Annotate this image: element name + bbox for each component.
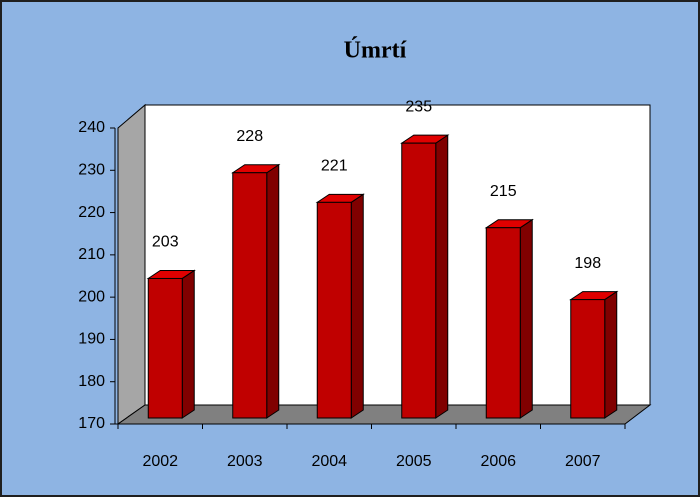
bar [400,134,450,419]
data-label: 235 [405,98,432,115]
bar-front [401,142,437,419]
side-wall [117,103,146,425]
bar-side [266,163,280,419]
bar-front [485,227,521,419]
bar-side [181,269,195,419]
bar [315,193,365,419]
data-label: 215 [490,183,517,200]
bar-side [435,134,449,419]
data-label: 203 [152,234,179,251]
bar-front [232,172,268,419]
x-tick-label: 2006 [480,453,516,470]
bar [569,290,619,419]
y-tick-label: 220 [78,204,105,221]
bar [231,163,281,419]
data-label: 228 [236,128,263,145]
bar-front [147,277,183,419]
bar-front [316,201,352,419]
bar-side [604,290,618,419]
data-label: 221 [321,158,348,175]
y-tick-label: 230 [78,162,105,179]
y-tick-label: 210 [78,246,105,263]
bar [484,218,534,419]
x-tick-label: 2002 [142,453,178,470]
back-wall [144,104,651,406]
data-label: 198 [574,255,601,272]
bar-side [350,193,364,419]
y-tick-label: 240 [78,119,105,136]
y-tick-label: 180 [78,373,105,390]
y-tick-label: 190 [78,331,105,348]
bar [146,269,196,419]
y-tick-label: 200 [78,288,105,305]
chart-title: Úmrtí [344,38,407,64]
floor [116,404,652,425]
bar-front [570,299,606,419]
x-tick-label: 2005 [396,453,432,470]
x-tick-label: 2003 [227,453,263,470]
x-tick-label: 2004 [311,453,347,470]
y-tick-label: 170 [78,415,105,432]
x-tick-label: 2007 [565,453,601,470]
bar-side [519,218,533,419]
